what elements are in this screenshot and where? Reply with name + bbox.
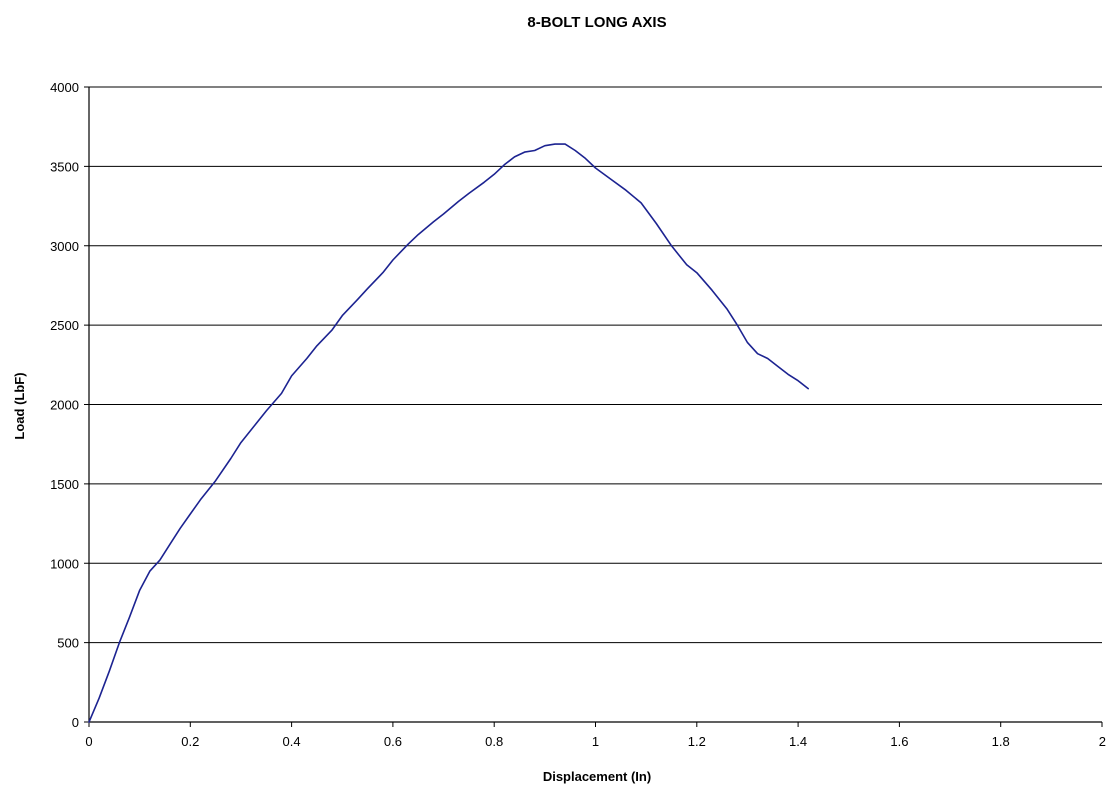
y-tick-label: 2500 <box>50 318 79 333</box>
series-group <box>88 143 810 723</box>
x-axis-ticks: 0 0.2 0.4 0.6 0.8 1 1.2 1.4 1.6 1.8 2 <box>85 722 1106 749</box>
x-tick-label: 1 <box>592 734 599 749</box>
gridlines <box>89 86 1102 644</box>
x-tick-label: 0.2 <box>181 734 199 749</box>
y-tick-label: 3000 <box>50 239 79 254</box>
x-tick-label: 1.8 <box>992 734 1010 749</box>
y-tick-label: 1000 <box>50 556 79 571</box>
y-axis-ticks: 0 500 1000 1500 2000 2500 3000 3500 4000 <box>50 80 89 730</box>
chart-title: 8-BOLT LONG AXIS <box>527 14 666 31</box>
x-tick-label: 1.4 <box>789 734 807 749</box>
y-tick-label: 0 <box>72 715 79 730</box>
x-tick-label: 1.6 <box>890 734 908 749</box>
x-tick-label: 0 <box>85 734 92 749</box>
series-line <box>88 143 810 723</box>
y-tick-label: 4000 <box>50 80 79 95</box>
x-tick-label: 0.4 <box>283 734 301 749</box>
y-tick-label: 3500 <box>50 159 79 174</box>
x-tick-label: 1.2 <box>688 734 706 749</box>
y-tick-label: 500 <box>57 636 79 651</box>
y-tick-label: 2000 <box>50 398 79 413</box>
x-tick-label: 0.8 <box>485 734 503 749</box>
y-tick-label: 1500 <box>50 477 79 492</box>
x-tick-label: 0.6 <box>384 734 402 749</box>
y-axis-label: Load (LbF) <box>12 372 27 439</box>
x-tick-label: 2 <box>1099 734 1106 749</box>
x-axis-label: Displacement (In) <box>543 769 651 784</box>
